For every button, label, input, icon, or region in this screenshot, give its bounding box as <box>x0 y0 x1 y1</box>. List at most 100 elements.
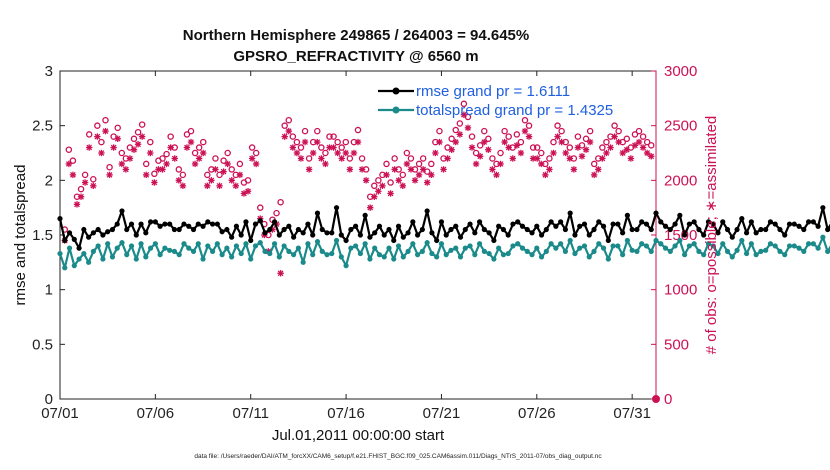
obs-assimilated-point <box>497 160 504 168</box>
obs-assimilated-point <box>464 124 472 132</box>
obs-possible-point <box>375 177 382 184</box>
obs-assimilated-point <box>73 201 81 208</box>
totalspread-point <box>257 240 263 246</box>
obs-possible-point <box>407 155 415 162</box>
totalspread-point <box>739 237 745 244</box>
rmse-point <box>620 230 626 236</box>
obs-possible-point <box>257 204 264 211</box>
obs-possible-point <box>183 131 191 138</box>
obs-assimilated-point <box>558 138 565 146</box>
totalspread-point <box>667 248 673 254</box>
obs-assimilated-point <box>546 166 553 173</box>
obs-assimilated-point <box>489 166 496 173</box>
totalspread-point <box>643 243 650 249</box>
rmse-point <box>457 234 464 240</box>
obs-assimilated-point <box>419 166 427 173</box>
rmse-point <box>815 223 821 229</box>
rmse-point <box>262 230 268 236</box>
totalspread-point <box>419 248 425 254</box>
obs-assimilated-point <box>574 144 582 151</box>
rmse-point <box>343 237 349 244</box>
totalspread-point <box>233 243 240 249</box>
right-tick-label: 500 <box>664 336 689 353</box>
obs-assimilated-point <box>440 166 447 173</box>
obs-possible-point <box>216 171 223 179</box>
rmse-point <box>362 212 368 218</box>
rmse-point <box>710 221 716 227</box>
obs-assimilated-point <box>301 138 309 146</box>
obs-assimilated-point <box>562 149 569 157</box>
rmse-point <box>133 232 139 238</box>
totalspread-point <box>357 250 363 257</box>
totalspread-point <box>777 248 783 254</box>
obs-assimilated-point <box>232 182 240 189</box>
obs-possible-point <box>305 155 313 162</box>
obs-assimilated-point <box>77 193 85 200</box>
totalspread-point <box>66 245 73 251</box>
obs-assimilated-point <box>615 138 622 146</box>
obs-assimilated-point <box>432 149 439 157</box>
rmse-point <box>114 221 120 227</box>
obs-assimilated-point <box>428 171 435 179</box>
rmse-point <box>400 234 406 240</box>
rmse-point <box>734 226 740 233</box>
obs-possible-point <box>590 160 598 168</box>
obs-end-marker <box>652 395 660 403</box>
rmse-point <box>643 221 650 227</box>
obs-assimilated-point <box>595 166 602 173</box>
obs-possible-point <box>94 122 101 129</box>
left-tick-label: 0 <box>45 391 53 408</box>
obs-assimilated-point <box>175 177 183 184</box>
rmse-point <box>810 219 816 225</box>
totalspread-point <box>705 241 712 247</box>
totalspread-point <box>820 234 826 240</box>
obs-assimilated-point <box>118 160 125 168</box>
rmse-point <box>724 226 731 233</box>
obs-possible-point <box>391 155 398 162</box>
obs-possible-point <box>639 133 647 140</box>
totalspread-point <box>815 245 821 251</box>
obs-assimilated-point <box>147 149 154 157</box>
obs-possible-point <box>481 127 488 135</box>
obs-assimilated-point <box>94 133 101 140</box>
rmse-point <box>791 221 797 227</box>
obs-assimilated-point <box>436 138 443 146</box>
obs-assimilated-point <box>485 146 492 153</box>
obs-possible-point <box>558 127 565 135</box>
totalspread-point <box>662 245 669 251</box>
obs-assimilated-point <box>387 190 394 197</box>
rmse-point <box>219 229 225 235</box>
obs-possible-point <box>90 175 97 183</box>
obs-possible-point <box>497 149 504 157</box>
obs-possible-point <box>102 116 109 124</box>
rmse-point <box>238 232 244 238</box>
obs-possible-point <box>489 155 496 162</box>
totalspread-point <box>462 245 468 251</box>
obs-assimilated-point <box>607 144 614 151</box>
totalspread-point <box>229 254 235 260</box>
obs-assimilated-point <box>603 149 610 157</box>
right-tick-label: 2000 <box>664 172 697 189</box>
obs-possible-point <box>322 149 329 157</box>
rmse-point <box>801 226 807 233</box>
totalspread-point <box>105 241 111 247</box>
totalspread-point <box>291 252 297 258</box>
x-axis-ticks: 07/01 07/06 07/11 07/16 07/21 07/26 07/31 <box>41 71 651 422</box>
obs-possible-point <box>436 127 443 135</box>
obs-assimilated-point <box>212 166 219 173</box>
obs-assimilated-point <box>452 138 459 146</box>
obs-possible-point <box>204 171 211 179</box>
rmse-point <box>276 232 282 238</box>
totalspread-point <box>500 252 507 258</box>
rmse-point <box>510 221 516 227</box>
totalspread-point <box>529 252 535 258</box>
totalspread-point <box>472 252 478 258</box>
obs-possible-point <box>220 157 227 164</box>
obs-assimilated-point <box>505 144 512 151</box>
rmse-point <box>157 223 163 229</box>
obs-possible-point <box>151 170 158 178</box>
obs-assimilated-point <box>623 146 630 153</box>
rmse-point <box>472 230 478 236</box>
obs-assimilated-point <box>191 160 199 168</box>
rmse-point <box>410 219 416 225</box>
